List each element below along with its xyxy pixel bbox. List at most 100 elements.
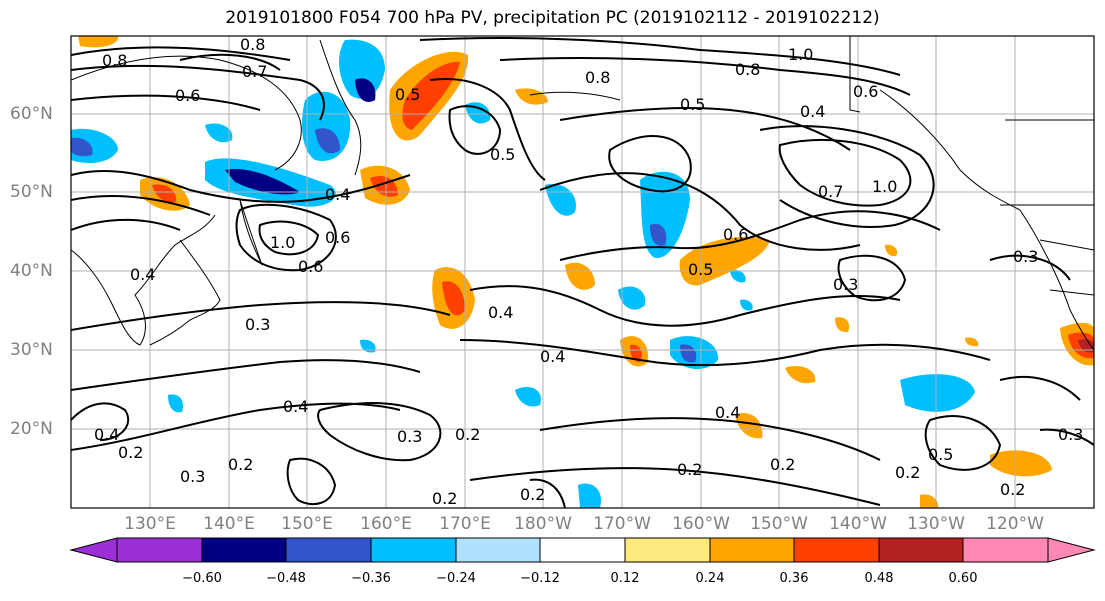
precip-neg-blob (168, 394, 184, 413)
precip-neg-blob (338, 39, 385, 99)
precip-neg-blob (71, 137, 93, 157)
colorbar-tick: 0.36 (779, 571, 809, 586)
precip-neg-blob (680, 344, 697, 363)
lon-label: 150°W (750, 514, 808, 534)
contour-label: 0.6 (298, 257, 323, 276)
contour-label: 0.4 (130, 265, 155, 284)
colorbar (69, 537, 1096, 563)
colorbar-tick: 0.12 (610, 571, 640, 586)
colorbar-extend-right (1047, 537, 1096, 563)
colorbar-segment (285, 537, 372, 563)
contour-label: 0.3 (245, 315, 270, 334)
contour-label: 0.7 (242, 62, 267, 81)
contour-label: 0.5 (928, 445, 953, 464)
lon-label: 140°E (203, 514, 255, 534)
lat-label: 40°N (10, 261, 53, 281)
colorbar-tick: 0.48 (864, 571, 894, 586)
precip-pos-blob (920, 494, 939, 508)
colorbar-extend-left (69, 537, 118, 563)
colorbar-segment (116, 537, 203, 563)
precip-neg-blob (740, 299, 753, 311)
contour-label: 0.4 (540, 347, 565, 366)
contour-label: 0.2 (677, 460, 702, 479)
precip-neg-blob (355, 78, 376, 102)
colorbar-segment (709, 537, 795, 563)
colorbar-segment (793, 537, 880, 563)
lon-label: 150°E (281, 514, 333, 534)
lon-label: 180°W (514, 514, 572, 534)
lon-label: 160°E (360, 514, 412, 534)
precip-pos-blob (630, 344, 642, 362)
contour-label: 0.4 (283, 397, 308, 416)
contour-label: 0.8 (585, 68, 610, 87)
lat-label: 20°N (10, 419, 53, 439)
contour-label: 0.2 (118, 443, 143, 462)
contour-label: 0.2 (432, 489, 457, 508)
lon-label: 170°E (439, 514, 491, 534)
contour-label: 0.4 (325, 185, 350, 204)
precip-shading (71, 36, 1094, 508)
map-frame (70, 35, 1095, 509)
contour-label: 0.5 (688, 260, 713, 279)
contour-label: 0.8 (240, 35, 265, 54)
contour-label: 0.8 (735, 60, 760, 79)
precip-pos-blob (515, 88, 548, 105)
colorbar-tick: −0.36 (351, 571, 391, 586)
contour-label: 0.3 (1058, 425, 1083, 444)
precip-neg-blob (730, 269, 746, 283)
colorbar-segment (201, 537, 287, 563)
colorbar-segment (624, 537, 711, 563)
plot-title: 2019101800 F054 700 hPa PV, precipitatio… (225, 8, 880, 28)
contour-label: 0.2 (455, 425, 480, 444)
contour-label: 0.4 (488, 303, 513, 322)
precip-pos-blob (785, 365, 816, 384)
precip-pos-blob (152, 184, 177, 203)
colorbar-tick: −0.12 (520, 571, 560, 586)
precip-pos-blob (565, 262, 595, 290)
lat-label: 60°N (10, 104, 53, 124)
colorbar-tick: −0.60 (182, 571, 222, 586)
contour-label: 0.3 (833, 275, 858, 294)
precip-neg-blob (360, 339, 376, 353)
precip-pos-blob (442, 281, 465, 316)
precip-pos-blob (990, 450, 1052, 477)
precip-pos-blob (679, 236, 770, 286)
precip-neg-blob (315, 128, 340, 154)
contour-label: 0.6 (325, 228, 350, 247)
contour-label: 0.2 (520, 485, 545, 504)
contour-label: 0.6 (175, 86, 200, 105)
precip-pos-blob (965, 337, 979, 347)
contour-label: 0.3 (397, 427, 422, 446)
colorbar-segment (878, 537, 964, 563)
contour-label: 0.5 (680, 95, 705, 114)
precip-neg-blob (205, 123, 233, 143)
contour-label: 1.0 (270, 233, 295, 252)
colorbar-segment (455, 537, 541, 563)
precip-pos-blob (735, 412, 763, 439)
graticule (71, 36, 1094, 508)
colorbar-tick: 0.60 (948, 571, 978, 586)
precip-neg-blob (578, 483, 601, 508)
contour-label: 0.5 (490, 145, 515, 164)
contour-label-group: 0.8 0.7 0.6 0.5 0.5 0.8 1.0 0.8 0.6 0.4 … (94, 35, 1083, 508)
lat-label: 50°N (10, 182, 53, 202)
contour-label: 0.5 (395, 85, 420, 104)
colorbar-segment (962, 537, 1049, 563)
lon-label: 170°W (593, 514, 651, 534)
colorbar-segment (539, 537, 626, 563)
precip-pos-blob (885, 244, 898, 257)
contour-label: 0.2 (228, 455, 253, 474)
precip-pos-blob (1078, 339, 1094, 353)
lon-label: 130°W (907, 514, 965, 534)
precip-pos-blob (78, 36, 119, 48)
pv-contours (71, 37, 1094, 508)
contour-label: 1.0 (788, 45, 813, 64)
contour-label: 0.2 (895, 463, 920, 482)
contour-label: 0.3 (180, 467, 205, 486)
precip-neg-blob (650, 223, 667, 246)
lon-label: 130°E (124, 514, 176, 534)
precip-neg-blob (225, 169, 300, 195)
contour-label: 1.0 (872, 177, 897, 196)
contour-label: 0.4 (800, 102, 825, 121)
